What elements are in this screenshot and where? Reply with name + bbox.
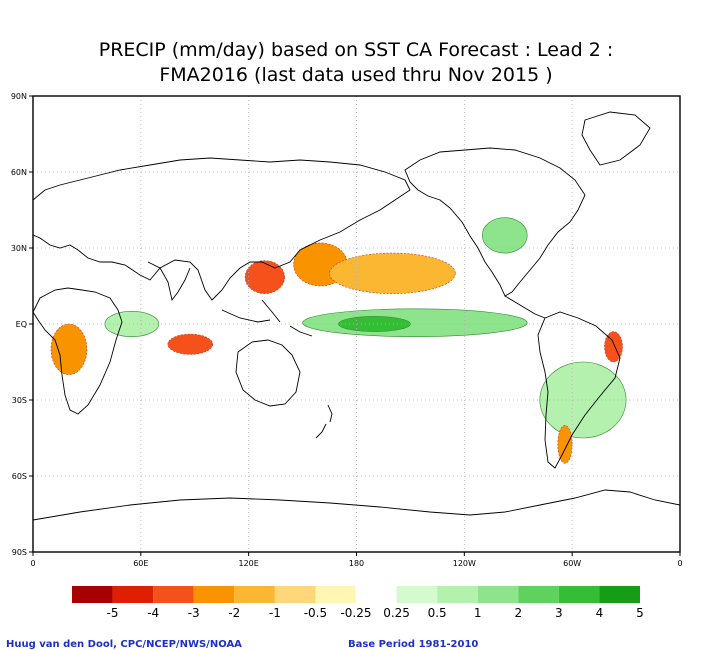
x-axis-ticks: 0 60E 120E 180 120W 60W 0: [30, 552, 683, 568]
anomaly-region: [50, 323, 88, 375]
graticule: [33, 96, 680, 552]
anomaly-region: [167, 333, 214, 355]
coastlines: [33, 111, 680, 521]
colorbar-label: 5: [636, 606, 644, 620]
anomaly-regions: [50, 217, 627, 464]
y-axis-ticks: 90N 60N 30N EQ 30S 60S 90S: [11, 92, 33, 557]
coastline-greenland: [581, 111, 651, 166]
y-tick-label: EQ: [16, 320, 27, 329]
colorbar-label: 1: [474, 606, 482, 620]
coastline-eurasia: [33, 157, 411, 301]
coastline-india: [147, 261, 191, 302]
coastline-maritime: [221, 299, 313, 337]
colorbar-label: -0.25: [340, 606, 371, 620]
colorbar-swatch: [234, 586, 275, 603]
colorbar-swatch: [274, 586, 316, 603]
colorbar-swatch: [315, 586, 356, 603]
x-tick-label: 120W: [453, 559, 476, 568]
colorbar-swatch: [558, 586, 600, 603]
colorbar: -5 -4 -3 -2 -1 -0.5 -0.25 0.25 0.5 1 2 3 4 5: [72, 585, 644, 620]
coastline-central-america: [504, 295, 546, 319]
colorbar-label: 4: [596, 606, 604, 620]
y-tick-label: 90S: [12, 548, 27, 557]
y-tick-label: 30S: [12, 396, 27, 405]
anomaly-region: [302, 308, 528, 337]
coastline-north-america: [404, 147, 586, 297]
x-tick-label: 120E: [239, 559, 259, 568]
colorbar-label: -2: [228, 606, 240, 620]
base-period-text: Base Period 1981-2010: [348, 639, 479, 650]
colorbar-label: 0.25: [383, 606, 410, 620]
colorbar-swatch: [193, 586, 235, 603]
anomaly-region: [329, 252, 456, 294]
x-tick-label: 60E: [133, 559, 148, 568]
colorbar-label: 2: [514, 606, 522, 620]
y-tick-label: 60N: [11, 168, 27, 177]
x-tick-label: 0: [30, 559, 35, 568]
colorbar-swatch: [599, 586, 640, 603]
coastline-australia: [235, 339, 301, 407]
y-tick-label: 90N: [11, 92, 27, 101]
anomaly-region: [557, 425, 573, 464]
colorbar-label: -1: [269, 606, 281, 620]
colorbar-swatch: [477, 586, 519, 603]
colorbar-swatch: [396, 586, 438, 603]
colorbar-label: 0.5: [428, 606, 447, 620]
colorbar-label: -0.5: [304, 606, 327, 620]
colorbar-swatch: [72, 586, 113, 603]
anomaly-region: [244, 260, 285, 294]
colorbar-swatch: [112, 586, 154, 603]
x-tick-label: 180: [349, 559, 364, 568]
coastline-south-america: [537, 311, 621, 469]
y-tick-label: 60S: [12, 472, 27, 481]
colorbar-label: -5: [107, 606, 119, 620]
colorbar-label: -3: [188, 606, 200, 620]
colorbar-label: 3: [555, 606, 563, 620]
anomaly-region: [482, 217, 528, 254]
credit-text: Huug van den Dool, CPC/NCEP/NWS/NOAA: [6, 639, 242, 650]
colorbar-swatch: [355, 585, 398, 604]
colorbar-swatch: [518, 586, 559, 603]
colorbar-label: -4: [147, 606, 159, 620]
coastline-africa: [33, 287, 123, 415]
colorbar-swatch: [437, 586, 478, 603]
x-tick-label: 0: [677, 559, 682, 568]
anomaly-region: [104, 311, 160, 337]
title-line-2: FMA2016 (last data used thru Nov 2015 ): [159, 64, 553, 86]
x-tick-label: 60W: [563, 559, 581, 568]
map-title: PRECIP (mm/day) based on SST CA Forecast…: [0, 38, 712, 88]
coastline-antarctica: [33, 489, 680, 521]
colorbar-swatch: [153, 586, 194, 603]
coastline-new-zealand: [315, 404, 333, 439]
y-tick-label: 30N: [11, 244, 27, 253]
anomaly-region: [539, 361, 627, 439]
title-line-1: PRECIP (mm/day) based on SST CA Forecast…: [98, 39, 614, 61]
